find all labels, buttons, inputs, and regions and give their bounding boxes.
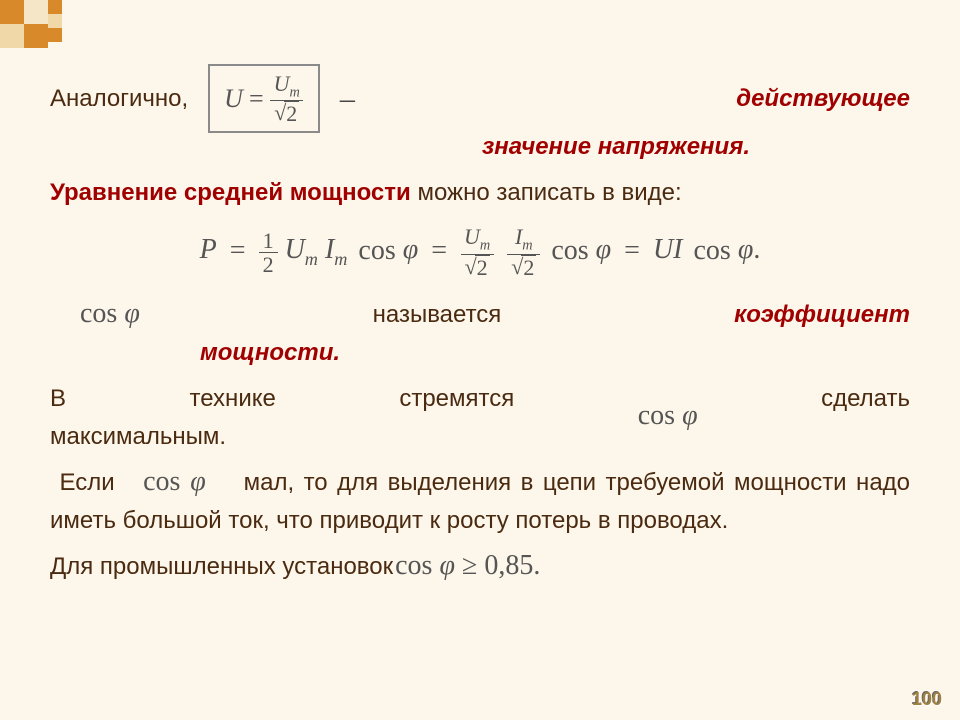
deco-square	[0, 24, 24, 48]
deco-square	[48, 14, 62, 28]
deco-square	[24, 24, 48, 48]
line-power-word: мощности.	[200, 335, 910, 371]
para-if-small: Если cos φ мал, то для выделения в цепи …	[50, 461, 910, 539]
deco-square	[48, 0, 62, 14]
text-voltage-value: значение напряжения.	[482, 133, 750, 160]
deco-square	[0, 0, 24, 24]
corner-decoration	[0, 0, 120, 50]
formula-u-box: U = Um √2	[208, 64, 320, 133]
page-number: 100	[912, 689, 942, 710]
deco-square	[24, 0, 48, 24]
text-effective: действующее	[736, 85, 910, 112]
heading-avg-power: Уравнение средней мощности можно записат…	[50, 175, 910, 211]
slide-content: Аналогично, U = Um √2 – действующее знач…	[50, 64, 910, 587]
equation-power: P = 12 Um Im cos φ = Um√2 Im√2 cos φ = U…	[50, 225, 910, 278]
deco-square	[48, 28, 62, 42]
line-industrial: Для промышленных установокcos φ ≥ 0,85.	[50, 545, 910, 587]
line-technique: В технике стремятся cos φ сделать	[50, 377, 910, 419]
line-max: максимальным.	[50, 419, 910, 455]
line-1: Аналогично, U = Um √2 – действующее	[50, 64, 910, 133]
text-analogously: Аналогично,	[50, 81, 188, 117]
dash: –	[340, 76, 355, 121]
line-cosphi-called: cos φ называется коэффициент	[50, 293, 910, 335]
